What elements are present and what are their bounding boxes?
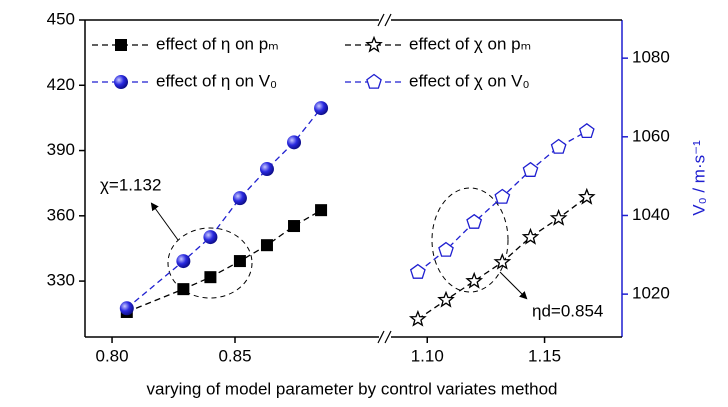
marker (465, 271, 484, 289)
axis-break (377, 13, 385, 27)
y-tick-label: 330 (47, 271, 75, 290)
marker (203, 230, 218, 245)
y2-tick-label: 1020 (632, 284, 670, 303)
marker (466, 213, 483, 229)
annotation-arrow (499, 271, 528, 300)
marker (494, 188, 511, 204)
marker (577, 187, 596, 205)
marker (177, 283, 190, 296)
marker (408, 309, 427, 327)
x-tick-label: 1.15 (528, 346, 561, 365)
x-tick-label: 1.10 (411, 346, 444, 365)
legend-label: effect of χ on V₀ (409, 71, 530, 90)
annotation-arrow (150, 202, 179, 241)
marker (232, 191, 247, 206)
y-tick-label: 390 (47, 140, 75, 159)
marker (550, 138, 567, 154)
legend-marker (115, 39, 127, 51)
marker (437, 290, 455, 308)
annotation: ηd=0.854 (532, 301, 603, 320)
marker (493, 252, 512, 270)
marker (204, 271, 217, 284)
y2-axis-label: V₀ / m·s⁻¹ (689, 140, 708, 216)
x-tick-label: 0.85 (218, 346, 251, 365)
legend-label: effect of η on V₀ (156, 71, 277, 90)
marker (578, 122, 595, 139)
annotation-ellipse (167, 227, 253, 299)
annotation: χ=1.132 (100, 175, 161, 194)
y2-tick-label: 1040 (632, 205, 670, 224)
legend-label: effect of η on pₘ (156, 34, 279, 53)
marker (176, 254, 191, 269)
legend-marker (365, 35, 383, 53)
marker (260, 239, 273, 252)
axis-break (384, 13, 392, 27)
marker (521, 227, 540, 245)
annotation-ellipse (431, 187, 509, 293)
y-tick-label: 450 (47, 9, 75, 28)
y2-tick-label: 1080 (632, 48, 670, 67)
legend-marker (114, 75, 128, 89)
marker (315, 204, 328, 217)
y2-tick-label: 1060 (632, 126, 670, 145)
marker (314, 101, 329, 116)
marker (549, 208, 568, 226)
marker (259, 162, 274, 177)
x-tick-label: 0.80 (96, 346, 129, 365)
marker (287, 135, 302, 150)
y-tick-label: 420 (47, 75, 75, 94)
marker (233, 255, 246, 268)
marker (522, 161, 539, 177)
legend-marker (366, 73, 382, 89)
legend-label: effect of χ on pₘ (409, 34, 531, 53)
marker (119, 301, 134, 316)
y-tick-label: 360 (47, 205, 75, 224)
marker (438, 241, 454, 257)
marker (288, 220, 301, 233)
x-axis-label: varying of model parameter by control va… (146, 379, 557, 398)
marker (409, 263, 426, 279)
axis-break (377, 330, 385, 344)
axis-break (384, 330, 392, 344)
